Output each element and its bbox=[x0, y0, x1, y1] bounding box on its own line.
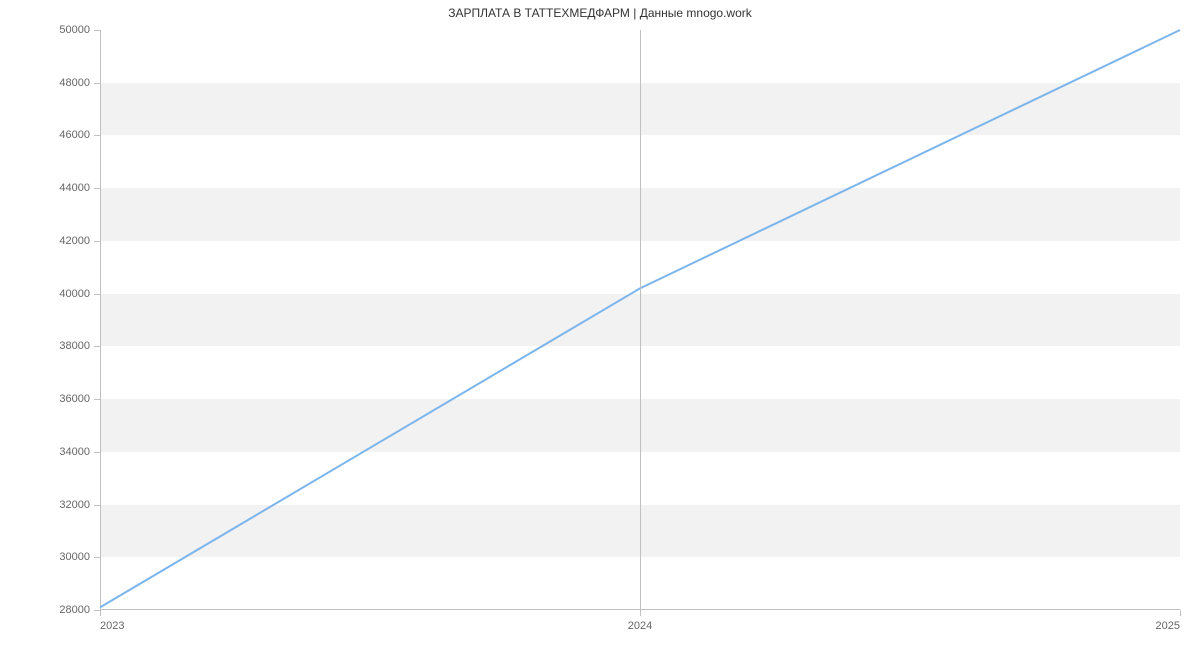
y-tick-label: 34000 bbox=[59, 446, 90, 458]
y-tick-label: 32000 bbox=[59, 499, 90, 511]
y-tick bbox=[94, 452, 100, 453]
y-tick bbox=[94, 294, 100, 295]
chart-title: ЗАРПЛАТА В ТАТТЕХМЕДФАРМ | Данные mnogo.… bbox=[0, 6, 1200, 20]
y-tick bbox=[94, 30, 100, 31]
salary-chart: ЗАРПЛАТА В ТАТТЕХМЕДФАРМ | Данные mnogo.… bbox=[0, 0, 1200, 650]
y-tick-label: 30000 bbox=[59, 551, 90, 563]
y-tick bbox=[94, 135, 100, 136]
y-tick-label: 46000 bbox=[59, 129, 90, 141]
y-tick-label: 28000 bbox=[59, 604, 90, 616]
y-tick-label: 44000 bbox=[59, 182, 90, 194]
y-tick bbox=[94, 346, 100, 347]
y-tick-label: 40000 bbox=[59, 288, 90, 300]
y-tick bbox=[94, 505, 100, 506]
x-tick-label: 2023 bbox=[100, 620, 124, 632]
x-tick-label: 2024 bbox=[628, 620, 652, 632]
x-tick bbox=[100, 610, 101, 616]
plot-area: 2800030000320003400036000380004000042000… bbox=[100, 30, 1180, 610]
y-tick-label: 50000 bbox=[59, 24, 90, 36]
x-tick-label: 2025 bbox=[1156, 620, 1180, 632]
y-tick-label: 48000 bbox=[59, 77, 90, 89]
y-tick-label: 36000 bbox=[59, 393, 90, 405]
x-tick bbox=[1180, 610, 1181, 616]
y-tick bbox=[94, 241, 100, 242]
y-tick bbox=[94, 557, 100, 558]
y-tick-label: 38000 bbox=[59, 340, 90, 352]
y-tick-label: 42000 bbox=[59, 235, 90, 247]
x-tick bbox=[640, 610, 641, 616]
x-gridline bbox=[640, 30, 641, 610]
y-tick bbox=[94, 188, 100, 189]
y-tick bbox=[94, 83, 100, 84]
y-tick bbox=[94, 399, 100, 400]
